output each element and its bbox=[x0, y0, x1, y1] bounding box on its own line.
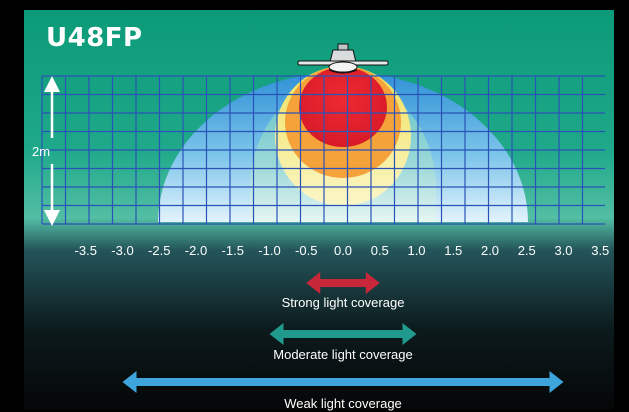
coverage-label: Moderate light coverage bbox=[273, 347, 413, 362]
x-tick-label: 1.5 bbox=[444, 243, 463, 258]
x-tick-label: -2.5 bbox=[148, 243, 171, 258]
x-tick-label: -2.0 bbox=[184, 243, 208, 258]
height-arrow bbox=[44, 76, 60, 226]
x-tick-label: -3.5 bbox=[74, 243, 97, 258]
x-tick-label: 2.0 bbox=[480, 243, 500, 258]
x-tick-label: 0.0 bbox=[333, 243, 353, 258]
coverage-arrow bbox=[306, 272, 380, 294]
coverage-label: Strong light coverage bbox=[281, 295, 405, 310]
x-tick-label: -1.5 bbox=[221, 243, 244, 258]
strong-light-zone bbox=[299, 67, 387, 147]
page-title: U48FP bbox=[46, 23, 143, 53]
x-tick-label: 3.5 bbox=[591, 243, 610, 258]
height-label: 2m bbox=[32, 144, 51, 159]
coverage-arrow bbox=[269, 323, 417, 345]
x-tick-label: -1.0 bbox=[258, 243, 281, 258]
x-tick-label: 0.5 bbox=[370, 243, 389, 258]
grid bbox=[41, 75, 605, 225]
coverage-arrow bbox=[122, 371, 564, 393]
x-tick-label: 1.0 bbox=[407, 243, 426, 258]
coverage-label: Weak light coverage bbox=[284, 396, 402, 411]
ceiling-fan-light-icon bbox=[297, 43, 389, 74]
x-tick-label: -3.0 bbox=[111, 243, 134, 258]
x-tick-label: 2.5 bbox=[517, 243, 536, 258]
x-tick-label: 3.0 bbox=[554, 243, 573, 258]
x-tick-label: -0.5 bbox=[295, 243, 318, 258]
